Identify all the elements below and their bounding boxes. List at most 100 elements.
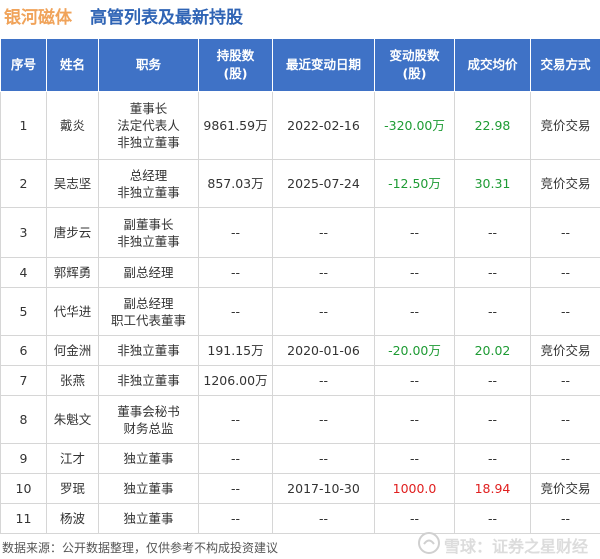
row-position: 非独立董事 [98, 365, 199, 396]
row-trade-method: 竞价交易 [530, 159, 600, 208]
executives-table: 序号 姓名 职务 持股数 (股) 最近变动日期 变动股数 (股) 成交均价 交易方式 1 戴炎 董事长… [0, 38, 600, 534]
table-row: 11 杨波 独立董事 -- -- -- -- -- [0, 503, 600, 534]
snowball-logo-icon [418, 532, 440, 554]
position-line: 非独立董事 [117, 233, 180, 249]
data-source-note: 数据来源：公开数据整理，仅供参考不构成投资建议 [2, 541, 279, 555]
row-change-date: 2020-01-06 [272, 335, 375, 366]
row-index: 4 [0, 257, 47, 288]
row-index: 6 [0, 335, 47, 366]
row-shares: -- [198, 207, 273, 258]
row-shares: -- [198, 287, 273, 336]
row-change-shares: -- [374, 207, 455, 258]
row-index: 2 [0, 159, 47, 208]
table-body: 1 戴炎 董事长 法定代表人 非独立董事 9861.59万 2022-02-16 -320.0… [0, 91, 600, 534]
col-index-header: 序号 [0, 38, 47, 92]
row-change-date: -- [272, 257, 375, 288]
row-change-date: -- [272, 443, 375, 474]
row-index: 10 [0, 473, 47, 504]
row-avg-price: -- [454, 257, 531, 288]
col-shares-header: 持股数 (股) [198, 38, 273, 92]
title-bar: 银河磁体 高管列表及最新持股 [0, 0, 600, 30]
position-line: 非独立董事 [117, 343, 180, 358]
col-trade-method-header: 交易方式 [530, 38, 600, 92]
row-change-shares: -- [374, 257, 455, 288]
watermark-text: 雪球：证券之星财经 [444, 537, 589, 556]
table-row: 10 罗珉 独立董事 -- 2017-10-30 1000.0 18.94 竞价交易 [0, 473, 600, 504]
row-index: 8 [0, 395, 47, 444]
row-shares: -- [198, 473, 273, 504]
position-line: 财务总监 [123, 420, 174, 436]
row-change-date: -- [272, 287, 375, 336]
col-avg-price-header: 成交均价 [454, 38, 531, 92]
row-position: 副总经理 [98, 257, 199, 288]
row-avg-price: 18.94 [454, 473, 531, 504]
table-row: 5 代华进 副总经理 职工代表董事 -- -- -- -- -- [0, 287, 600, 336]
row-index: 11 [0, 503, 47, 534]
row-shares: 9861.59万 [198, 91, 273, 160]
row-shares: -- [198, 395, 273, 444]
row-trade-method: -- [530, 207, 600, 258]
row-trade-method: -- [530, 395, 600, 444]
row-name: 张燕 [46, 365, 99, 396]
table-row: 8 朱魁文 董事会秘书 财务总监 -- -- -- -- -- [0, 395, 600, 444]
row-position: 独立董事 [98, 473, 199, 504]
page-title: 高管列表及最新持股 [90, 8, 243, 28]
row-trade-method: -- [530, 287, 600, 336]
row-avg-price: 22.98 [454, 91, 531, 160]
row-name: 罗珉 [46, 473, 99, 504]
row-avg-price: -- [454, 443, 531, 474]
row-name: 戴炎 [46, 91, 99, 160]
row-trade-method: -- [530, 503, 600, 534]
row-change-date: 2017-10-30 [272, 473, 375, 504]
row-name: 何金洲 [46, 335, 99, 366]
row-change-shares: -12.50万 [374, 159, 455, 208]
row-name: 代华进 [46, 287, 99, 336]
position-line: 董事长 [129, 101, 168, 116]
row-change-date: -- [272, 365, 375, 396]
position-line: 董事会秘书 [117, 403, 180, 419]
col-change-date-header: 最近变动日期 [272, 38, 375, 92]
row-position: 总经理 非独立董事 [98, 159, 199, 208]
row-name: 唐步云 [46, 207, 99, 258]
row-index: 3 [0, 207, 47, 258]
table-row: 9 江才 独立董事 -- -- -- -- -- [0, 443, 600, 474]
table-row: 1 戴炎 董事长 法定代表人 非独立董事 9861.59万 2022-02-16 -320.0… [0, 91, 600, 160]
row-shares: -- [198, 443, 273, 474]
row-change-shares: -- [374, 443, 455, 474]
table-row: 6 何金洲 非独立董事 191.15万 2020-01-06 -20.00万 20.02 竞价… [0, 335, 600, 366]
row-trade-method: 竞价交易 [530, 91, 600, 160]
row-change-shares: -320.00万 [374, 91, 455, 160]
row-index: 7 [0, 365, 47, 396]
row-trade-method: -- [530, 257, 600, 288]
row-change-shares: -20.00万 [374, 335, 455, 366]
row-change-date: -- [272, 395, 375, 444]
row-trade-method: -- [530, 365, 600, 396]
row-name: 吴志坚 [46, 159, 99, 208]
row-shares: -- [198, 257, 273, 288]
position-line: 独立董事 [123, 511, 174, 526]
row-shares: -- [198, 503, 273, 534]
col-change-shares-header: 变动股数 (股) [374, 38, 455, 92]
row-change-shares: -- [374, 395, 455, 444]
row-trade-method: 竞价交易 [530, 335, 600, 366]
row-position: 董事会秘书 财务总监 [98, 395, 199, 444]
row-name: 杨波 [46, 503, 99, 534]
position-line: 副董事长 [123, 216, 174, 232]
row-trade-method: -- [530, 443, 600, 474]
row-change-shares: -- [374, 365, 455, 396]
row-avg-price: -- [454, 207, 531, 258]
table-row: 2 吴志坚 总经理 非独立董事 857.03万 2025-07-24 -12.50万 30.3… [0, 159, 600, 208]
table-header-row: 序号 姓名 职务 持股数 (股) 最近变动日期 变动股数 (股) 成交均价 交易方式 [0, 38, 600, 92]
row-shares: 1206.00万 [198, 365, 273, 396]
position-line: 非独立董事 [117, 135, 180, 150]
position-line: 副总经理 [123, 295, 174, 311]
row-change-date: 2022-02-16 [272, 91, 375, 160]
row-change-shares: 1000.0 [374, 473, 455, 504]
row-index: 5 [0, 287, 47, 336]
position-line: 副总经理 [123, 265, 174, 280]
row-position: 非独立董事 [98, 335, 199, 366]
row-position: 副董事长 非独立董事 [98, 207, 199, 258]
row-change-date: -- [272, 503, 375, 534]
row-name: 朱魁文 [46, 395, 99, 444]
table-row: 3 唐步云 副董事长 非独立董事 -- -- -- -- -- [0, 207, 600, 258]
